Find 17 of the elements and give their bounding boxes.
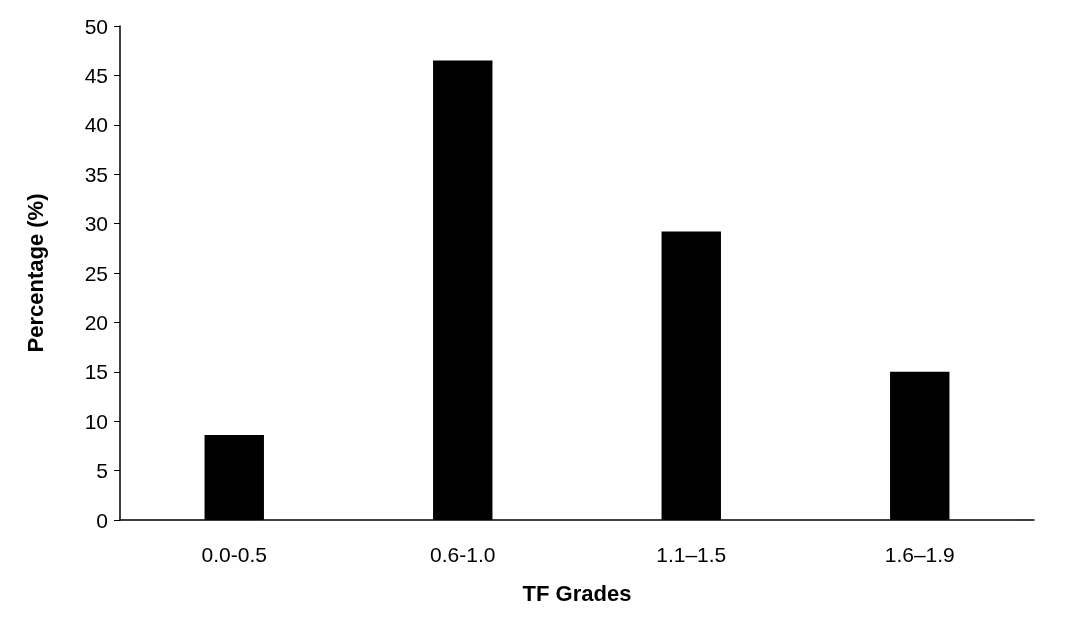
y-tick-label: 5	[96, 459, 108, 483]
y-tick-label: 0	[96, 508, 108, 532]
y-tick-label: 30	[84, 212, 108, 236]
x-tick-label: 1.1–1.5	[656, 543, 727, 566]
y-tick-label: 10	[84, 409, 108, 433]
x-tick-label: 0.6-1.0	[430, 543, 496, 566]
x-tick-label: 0.0-0.5	[201, 543, 267, 566]
y-axis-title: Percentage (%)	[22, 193, 48, 353]
x-axis-title: TF Grades	[522, 580, 632, 606]
y-tick-label: 45	[84, 63, 108, 87]
y-tick-label: 20	[84, 310, 108, 334]
y-tick-label: 50	[84, 14, 108, 38]
y-tick-label: 25	[84, 261, 108, 285]
y-tick-label: 35	[84, 162, 108, 186]
x-tick-label: 1.6–1.9	[884, 543, 955, 566]
y-tick-label: 40	[84, 113, 108, 137]
y-tick-label: 15	[84, 360, 108, 384]
